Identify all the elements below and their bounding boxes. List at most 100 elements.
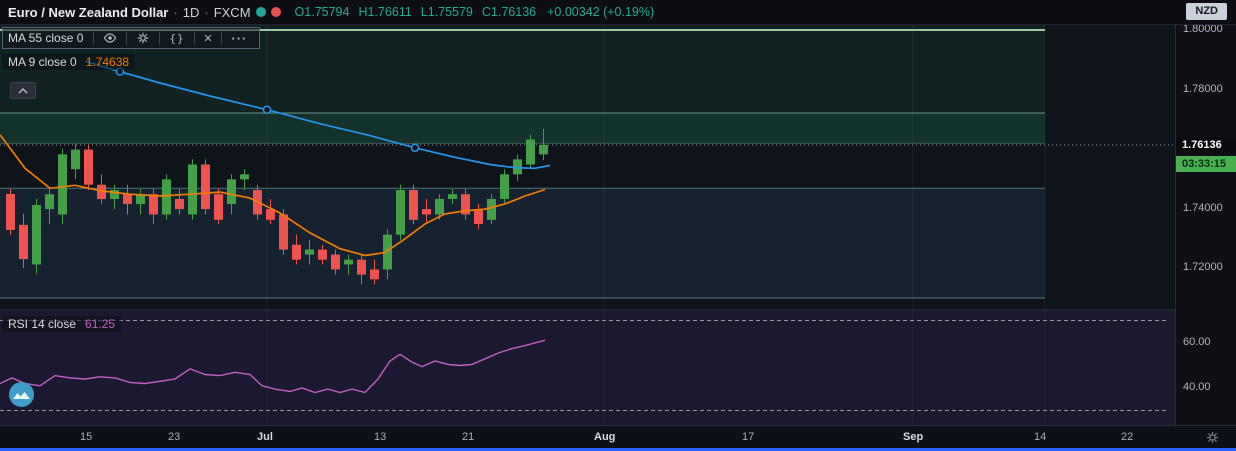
more-options-icon[interactable]: ··· bbox=[231, 30, 248, 46]
ma9-legend[interactable]: MA 9 close 0 1.74638 bbox=[2, 54, 136, 70]
candle-body bbox=[422, 209, 431, 215]
time-axis-label: 23 bbox=[168, 431, 181, 443]
rsi-legend[interactable]: RSI 14 close 61.25 bbox=[2, 316, 122, 332]
candle-body bbox=[305, 249, 314, 255]
candle-body bbox=[435, 198, 444, 215]
eye-icon[interactable] bbox=[96, 29, 124, 47]
candle-body bbox=[136, 194, 145, 205]
candle-body bbox=[383, 234, 392, 270]
candle-body bbox=[409, 190, 418, 220]
candle-body bbox=[357, 259, 366, 275]
current-price-badge: 1.76136 bbox=[1176, 136, 1236, 153]
time-axis[interactable]: 15 23 Jul 13 21 Aug 17 Sep 14 22 bbox=[0, 425, 1236, 449]
close-icon[interactable]: × bbox=[203, 29, 213, 47]
time-axis-label: 17 bbox=[742, 431, 755, 443]
candle-body bbox=[110, 190, 119, 199]
high-value: 1.76611 bbox=[367, 5, 412, 19]
price-axis[interactable]: 1.76136 03:33:15 1.80000 1.78000 1.74000 1.… bbox=[1175, 0, 1236, 425]
ma55-point-marker[interactable] bbox=[262, 105, 272, 114]
time-axis-label: 22 bbox=[1121, 431, 1134, 443]
candle-body bbox=[71, 149, 80, 170]
exchange-label[interactable]: FXCM bbox=[213, 4, 251, 20]
separator-dot: · bbox=[173, 4, 178, 20]
price-axis-label: 1.78000 bbox=[1183, 82, 1223, 95]
candle-body bbox=[474, 209, 483, 224]
divider bbox=[193, 31, 195, 45]
settings-gear-icon[interactable] bbox=[1205, 430, 1220, 450]
price-axis-label: 1.74000 bbox=[1183, 201, 1223, 214]
candle-body bbox=[279, 214, 288, 250]
candle-body bbox=[318, 249, 327, 260]
time-axis-label: 15 bbox=[80, 431, 93, 443]
ohlc-readout: O1.75794 H1.76611 L1.75579 C1.76136 +0.0… bbox=[295, 5, 655, 19]
rsi-label[interactable]: RSI 14 close bbox=[8, 317, 77, 331]
ma55-legend[interactable]: MA 55 close 0 {} × ··· bbox=[2, 27, 261, 49]
tradingview-logo[interactable] bbox=[8, 381, 35, 408]
source-code-icon[interactable]: {} bbox=[169, 31, 185, 45]
mountain-logo-icon bbox=[9, 382, 34, 407]
candle-body bbox=[149, 194, 158, 215]
candle-body bbox=[45, 194, 54, 210]
bar-countdown-badge: 03:33:15 bbox=[1176, 155, 1236, 172]
main-chart-canvas[interactable] bbox=[0, 0, 1175, 425]
open-label: O bbox=[294, 5, 305, 19]
ma9-value: 1.74638 bbox=[85, 55, 130, 69]
time-axis-label: 13 bbox=[374, 431, 387, 443]
candle-body bbox=[175, 198, 184, 210]
high-label: H bbox=[358, 5, 368, 19]
time-axis-label: Jul bbox=[257, 431, 273, 443]
bottom-accent-bar bbox=[0, 448, 1236, 451]
ma55-line bbox=[84, 60, 551, 170]
candle-body bbox=[227, 179, 236, 205]
candle-body bbox=[344, 259, 353, 265]
candle-body bbox=[19, 224, 28, 260]
candle-body bbox=[188, 164, 197, 215]
low-value: 1.75579 bbox=[427, 5, 473, 19]
candle-body bbox=[500, 174, 509, 199]
candle-body bbox=[396, 190, 405, 235]
divider bbox=[221, 31, 223, 45]
candle-body bbox=[526, 139, 535, 165]
candle-body bbox=[370, 269, 379, 280]
candle-body bbox=[162, 179, 171, 215]
currency-toggle-badge[interactable]: NZD bbox=[1186, 3, 1227, 20]
time-axis-label: Aug bbox=[594, 431, 616, 443]
time-axis-label: 21 bbox=[462, 431, 475, 443]
candle-body bbox=[123, 194, 132, 205]
candle-body bbox=[97, 184, 106, 199]
rsi-value: 61.25 bbox=[85, 317, 116, 331]
candle-body bbox=[539, 144, 548, 155]
candle-body bbox=[331, 254, 340, 270]
separator-dot: · bbox=[204, 4, 209, 20]
time-axis-label: 14 bbox=[1034, 431, 1047, 443]
ma55-point-marker[interactable] bbox=[410, 143, 420, 153]
collapse-toolbar-button[interactable] bbox=[10, 82, 36, 99]
divider bbox=[159, 31, 161, 45]
ma55-label[interactable]: MA 55 close 0 bbox=[8, 31, 84, 45]
low-label: L bbox=[420, 5, 428, 19]
candle-body bbox=[214, 194, 223, 220]
chevron-up-icon bbox=[18, 87, 28, 94]
ma9-label[interactable]: MA 9 close 0 bbox=[8, 55, 77, 69]
symbol-title[interactable]: Euro / New Zealand Dollar bbox=[8, 4, 169, 20]
candle-body bbox=[84, 149, 93, 185]
chart-header: Euro / New Zealand Dollar · 1D · FXCM O1… bbox=[0, 0, 1236, 25]
close-label: C bbox=[481, 5, 491, 19]
gear-icon[interactable] bbox=[129, 29, 157, 47]
candle-body bbox=[266, 209, 275, 220]
price-axis-label: 40.00 bbox=[1183, 381, 1211, 393]
open-value: 1.75794 bbox=[304, 5, 350, 19]
price-axis-label: 1.72000 bbox=[1183, 261, 1223, 273]
candle-body bbox=[201, 164, 210, 210]
divider bbox=[93, 31, 95, 45]
interval-label[interactable]: 1D bbox=[182, 4, 200, 20]
candle-body bbox=[6, 193, 15, 230]
divider bbox=[126, 31, 128, 45]
candle-body bbox=[487, 198, 496, 220]
candle-body bbox=[448, 194, 457, 199]
time-axis-label: Sep bbox=[903, 431, 924, 443]
candle-body bbox=[461, 194, 470, 215]
change-value: +0.00342 (+0.19%) bbox=[547, 5, 655, 19]
candle-body bbox=[32, 204, 41, 265]
